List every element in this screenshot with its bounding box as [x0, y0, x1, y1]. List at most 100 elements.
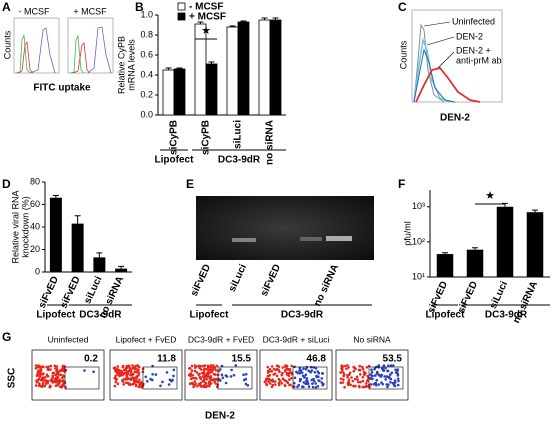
histogram	[415, 66, 481, 103]
dot	[351, 379, 355, 383]
dot	[283, 379, 286, 382]
plot-title: DC3-9dR + FvED	[188, 334, 254, 344]
dot	[392, 382, 395, 385]
dot	[159, 384, 162, 388]
gate	[292, 366, 328, 390]
bar	[205, 63, 218, 116]
bar	[93, 257, 106, 272]
dot	[202, 371, 206, 374]
legend-label: DEN-2 +	[456, 45, 491, 55]
y-label: knockdown (%)	[20, 196, 30, 258]
dot	[381, 382, 385, 386]
dot	[124, 381, 128, 385]
dot	[124, 368, 127, 372]
dot	[171, 378, 174, 382]
dot	[213, 367, 216, 370]
x-tick-label: siCyPB	[201, 120, 212, 155]
group-label: Lipofect	[36, 310, 76, 321]
dot	[321, 372, 325, 375]
dot	[34, 364, 38, 367]
dot	[264, 379, 268, 383]
dot	[56, 383, 59, 387]
dot	[209, 364, 213, 367]
dot	[35, 374, 39, 378]
dot	[313, 380, 316, 383]
dot	[347, 378, 351, 382]
dot	[312, 366, 316, 369]
lane-label: no siRNA	[312, 263, 341, 308]
dot	[63, 365, 66, 368]
dot	[34, 367, 38, 370]
panel-letter: F	[398, 177, 405, 191]
dot	[356, 378, 360, 381]
dot	[387, 364, 390, 368]
error-bar	[272, 17, 279, 20]
dot	[53, 364, 57, 368]
dot	[396, 377, 400, 381]
gel	[196, 196, 374, 260]
dot	[55, 368, 59, 371]
group-label: DC3-9dR	[485, 310, 528, 321]
dot	[161, 380, 164, 384]
dot	[359, 373, 362, 376]
group-label: Lipofect	[155, 155, 195, 166]
bar	[496, 206, 514, 277]
dot	[352, 384, 355, 388]
dot	[188, 367, 191, 370]
dot	[370, 368, 373, 372]
y-tick-label: 10¹	[412, 271, 425, 281]
bar	[71, 223, 84, 272]
gate-value: 11.8	[157, 354, 176, 365]
dot	[129, 378, 133, 381]
gate	[368, 366, 404, 390]
dot	[133, 376, 136, 380]
dot	[36, 365, 40, 369]
dot	[224, 374, 228, 377]
dot	[345, 367, 348, 371]
dot	[129, 368, 133, 372]
legend-label: anti-prM ab	[456, 55, 502, 65]
dot	[201, 380, 204, 383]
dot	[304, 367, 308, 371]
dot	[124, 377, 128, 380]
dot	[197, 373, 200, 377]
dot	[342, 374, 345, 378]
dot	[346, 375, 349, 379]
dot	[349, 383, 353, 387]
dot	[385, 383, 389, 386]
dot	[114, 378, 118, 381]
dot	[389, 364, 393, 367]
panel-letter: C	[398, 0, 407, 14]
dot	[286, 381, 290, 385]
dot	[266, 365, 270, 369]
dot	[359, 380, 362, 384]
legend-label: Uninfected	[452, 16, 495, 26]
y-tick-label: 10³	[412, 201, 425, 211]
dot	[347, 366, 350, 369]
dot	[273, 380, 277, 383]
bar	[466, 249, 484, 277]
bar	[162, 69, 175, 116]
y-tick-label: 60	[30, 199, 40, 209]
error-bar	[261, 17, 268, 20]
dot	[140, 381, 143, 384]
dot	[201, 375, 204, 378]
dot	[389, 373, 392, 376]
dot	[347, 380, 351, 384]
bar	[237, 21, 250, 116]
y-tick-label: 0.8	[140, 29, 153, 39]
dot	[37, 384, 41, 387]
dot	[393, 384, 397, 388]
y-label: SSC	[7, 368, 18, 389]
dot	[206, 364, 210, 368]
dot	[289, 383, 292, 387]
dot	[51, 371, 55, 375]
dot	[244, 373, 248, 376]
dot	[315, 375, 319, 379]
dot	[267, 380, 270, 383]
group-label: DC3-9dR	[79, 310, 122, 321]
dot	[208, 377, 212, 380]
dot	[286, 371, 289, 375]
dot	[314, 382, 318, 385]
